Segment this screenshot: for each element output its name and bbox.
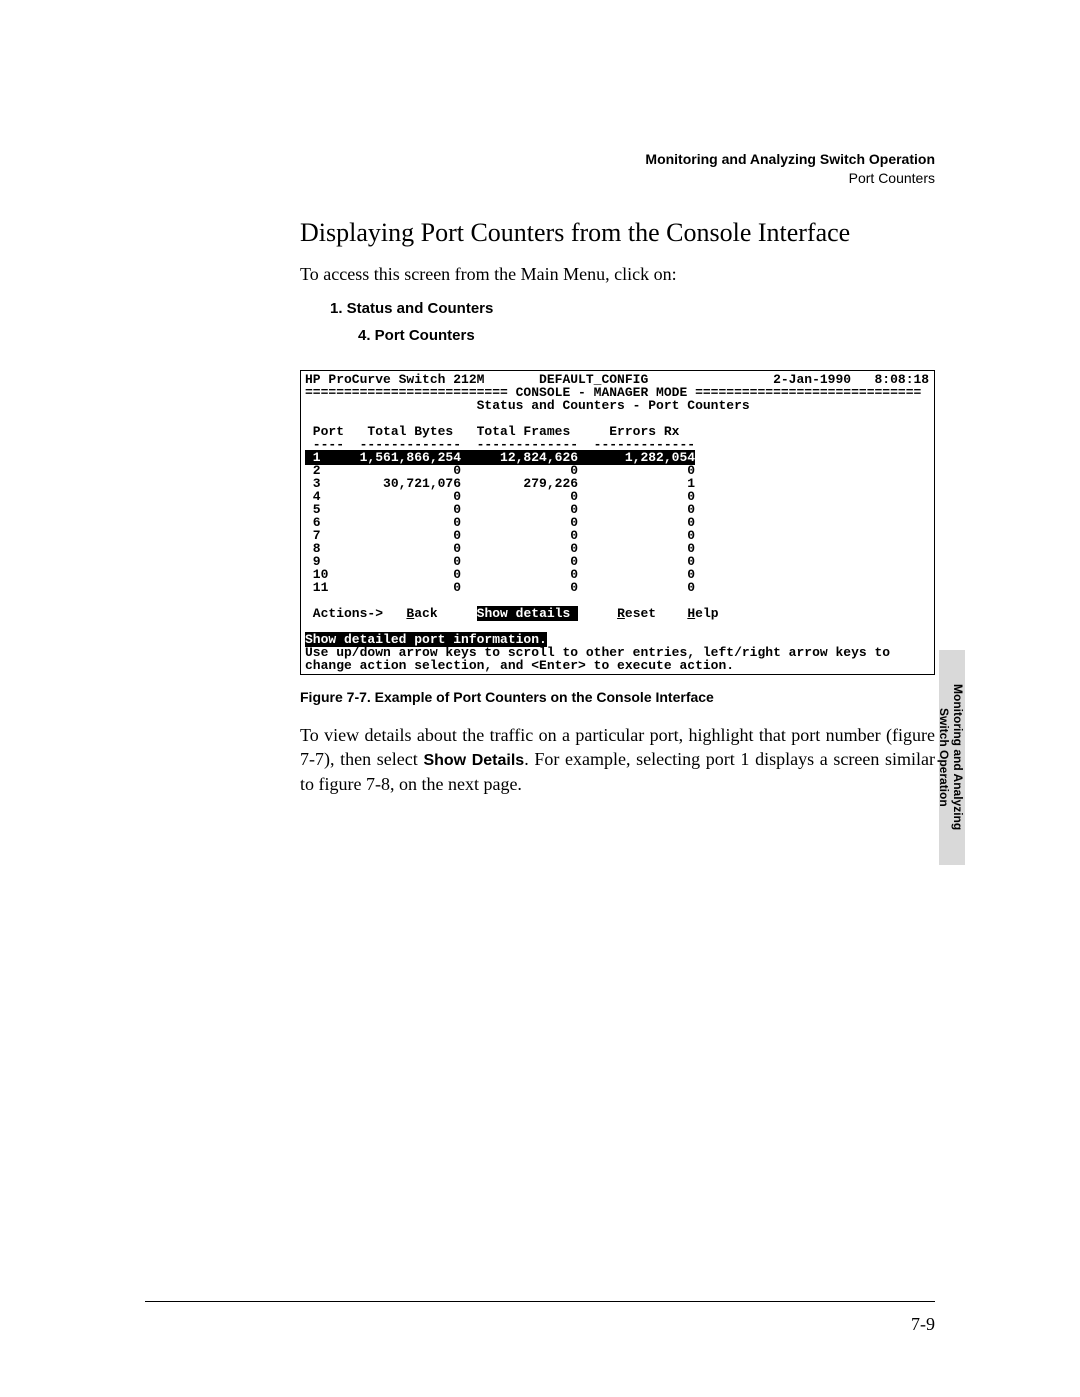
console-screenshot: HP ProCurve Switch 212M DEFAULT_CONFIG 2… xyxy=(300,370,935,675)
section-title: Displaying Port Counters from the Consol… xyxy=(300,218,935,248)
menu-step-2: 4. Port Counters xyxy=(358,327,935,344)
header-section: Port Counters xyxy=(849,170,935,186)
footer-rule xyxy=(145,1301,935,1302)
intro-paragraph: To access this screen from the Main Menu… xyxy=(300,262,935,286)
figure-caption: Figure 7-7. Example of Port Counters on … xyxy=(300,689,935,705)
header-chapter: Monitoring and Analyzing Switch Operatio… xyxy=(645,151,935,167)
body-paragraph-2: To view details about the traffic on a p… xyxy=(300,723,935,796)
page-number: 7-9 xyxy=(911,1314,935,1335)
running-header: Monitoring and Analyzing Switch Operatio… xyxy=(300,150,935,188)
page: Monitoring and Analyzing Switch Operatio… xyxy=(0,0,1080,1397)
show-details-label: Show Details xyxy=(423,752,524,769)
thumb-tab-text: Monitoring and Analyzing Switch Operatio… xyxy=(940,660,964,855)
menu-step-1: 1. Status and Counters xyxy=(330,300,935,317)
